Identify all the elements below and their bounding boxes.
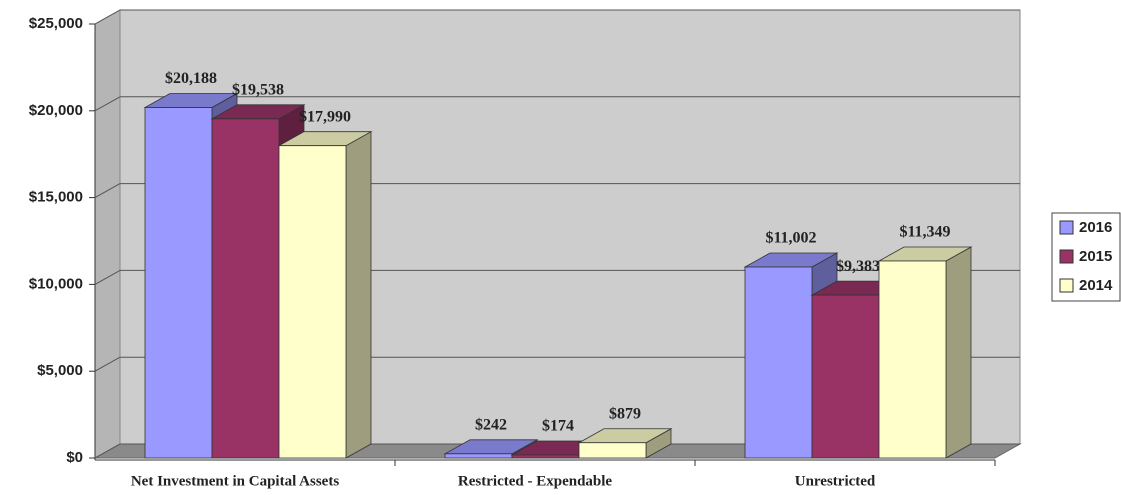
y-tick-label: $20,000: [29, 102, 83, 119]
bar: [511, 454, 580, 459]
bar: [278, 145, 347, 459]
bar: [144, 107, 213, 459]
side-wall: [94, 9, 121, 459]
legend-label: 2015: [1079, 248, 1112, 265]
y-tick-label: $15,000: [29, 189, 83, 206]
grid-line: [94, 183, 121, 199]
x-tick-label: Restricted - Expendable: [458, 473, 612, 489]
grid-line: [94, 356, 121, 372]
bar: [211, 118, 280, 459]
value-label: $174: [542, 418, 574, 435]
bar: [811, 294, 880, 459]
bar-side: [945, 246, 972, 459]
value-label: $20,188: [165, 70, 217, 87]
x-tick-label: Unrestricted: [795, 473, 876, 489]
grid-line: [94, 96, 121, 112]
grid-line: [94, 269, 121, 285]
value-label: $17,990: [299, 108, 351, 125]
value-label: $11,002: [765, 230, 816, 247]
bar: [444, 453, 513, 459]
y-tick-label: $5,000: [37, 362, 83, 379]
legend-swatch: [1059, 278, 1074, 293]
bar: [744, 266, 813, 459]
value-label: $9,383: [836, 258, 880, 275]
legend-swatch: [1059, 249, 1074, 264]
legend-swatch: [1059, 220, 1074, 235]
y-tick-label: $25,000: [29, 15, 83, 32]
value-label: $11,349: [899, 224, 950, 241]
y-tick-label: $0: [66, 449, 83, 466]
value-label: $879: [609, 405, 641, 422]
bar: [578, 442, 647, 459]
legend-label: 2014: [1079, 277, 1113, 294]
x-tick-label: Net Investment in Capital Assets: [131, 473, 339, 489]
legend-label: 2016: [1079, 219, 1112, 236]
bar-side: [345, 131, 372, 459]
grid-line: [94, 443, 121, 459]
bar: [878, 260, 947, 459]
grid-line: [94, 9, 121, 25]
value-label: $19,538: [232, 81, 284, 98]
value-label: $242: [475, 416, 507, 433]
y-tick-label: $10,000: [29, 275, 83, 292]
